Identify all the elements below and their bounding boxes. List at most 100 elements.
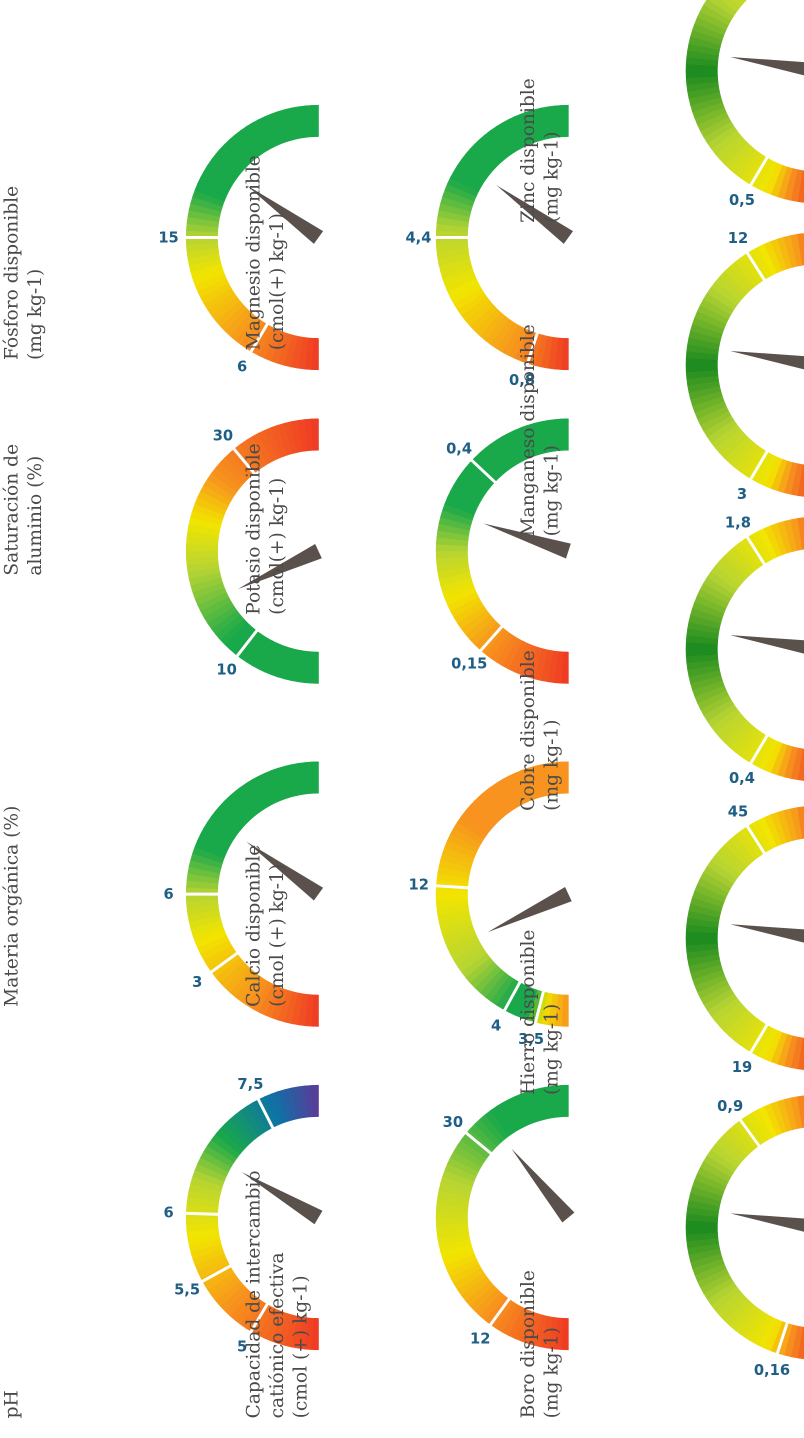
gauge-divider xyxy=(235,628,259,659)
gauge-title: (mg kg-1) xyxy=(25,269,46,360)
gauge-title: (mg kg-1) xyxy=(542,131,563,222)
gauge-title: Materia orgánica (%) xyxy=(2,806,23,1007)
gauge-divider xyxy=(502,980,523,1013)
gauge-band-segment xyxy=(311,104,319,137)
gauge-title: catiónico efectiva xyxy=(267,1252,288,1418)
tick-label: 0,4 xyxy=(446,440,472,457)
gauge-title: (mg kg-1) xyxy=(542,719,563,810)
gauge-divider xyxy=(231,446,257,476)
gauge-divider xyxy=(200,1263,233,1284)
gauge-title: Saturación de xyxy=(2,444,23,576)
gauge-needle xyxy=(730,350,804,373)
gauge-divider xyxy=(209,951,240,975)
gauge-divider xyxy=(775,1320,790,1356)
tick-label: 0,15 xyxy=(451,655,487,672)
gauge-needle xyxy=(246,185,324,244)
gauge-zinc: 0,52,2Zinc disponible(mg kg-1) xyxy=(518,0,804,223)
gauge-title: (cmol(+) kg-1) xyxy=(267,213,288,350)
gauge-needle xyxy=(483,523,571,559)
gauge-band-segment xyxy=(311,1084,319,1117)
tick-label: 19 xyxy=(732,1059,752,1076)
tick-label: 3 xyxy=(737,486,747,503)
gauge-title: aluminio (%) xyxy=(25,456,46,576)
gauge-needle xyxy=(496,185,574,244)
gauge-divider xyxy=(745,250,767,283)
gauge-divider xyxy=(464,1130,494,1156)
tick-label: 7,5 xyxy=(237,1076,263,1093)
gauge-title: Magnesio disponible xyxy=(244,155,265,350)
gauge-band-segment xyxy=(561,761,569,794)
tick-label: 0,9 xyxy=(717,1098,743,1115)
gauge-title: Potasio disponible xyxy=(244,443,265,615)
gauge-title: (cmol (+) kg-1) xyxy=(291,1275,312,1418)
gauge-hierro: 19 45 Hierro disponible (mg kg-1) xyxy=(518,804,804,1095)
gauge-needle xyxy=(730,1213,804,1236)
gauge-needle xyxy=(511,1148,575,1223)
gauge-saturacion-aluminio: 10 30 Saturación de aluminio (%) xyxy=(2,418,322,684)
tick-label: 1,8 xyxy=(725,514,751,531)
gauge-band-segment xyxy=(561,104,569,137)
gauge-title: (mg kg-1) xyxy=(542,445,563,536)
tick-label: 0,8 xyxy=(509,372,535,389)
gauge-divider xyxy=(748,733,770,766)
gauge-magnesio: 0,8 4,4 Magnesio disponible (cmol(+) kg-1) xyxy=(244,104,574,389)
tick-label: 0,4 xyxy=(729,770,755,787)
gauge-boro: 0,16 0,9 Boro disponible (mg kg-1) xyxy=(518,1095,804,1418)
tick-label: 30 xyxy=(213,427,233,444)
tick-label: 30 xyxy=(443,1114,463,1131)
gauge-title: (mg kg-1) xyxy=(542,1004,563,1095)
gauge-divider xyxy=(434,884,470,890)
gauge-title: (mg kg-1) xyxy=(542,1327,563,1418)
tick-label: 12 xyxy=(409,877,429,894)
gauge-divider xyxy=(748,155,770,188)
gauge-divider xyxy=(748,1022,770,1055)
gauge-title: (cmol(+) kg-1) xyxy=(267,478,288,615)
gauge-divider xyxy=(248,1301,270,1334)
gauge-needle xyxy=(730,924,804,946)
gauge-divider xyxy=(525,331,540,366)
gauge-ph: 5 5,5 6 7,5 pH xyxy=(2,1076,323,1418)
gauge-needle xyxy=(730,56,804,79)
gauge-divider xyxy=(256,1097,275,1130)
tick-label: 3 xyxy=(192,974,202,991)
gauge-band-segment xyxy=(797,1095,804,1128)
tick-label: 0,16 xyxy=(754,1362,790,1379)
gauge-cobre: 0,4 1,8 Cobre disponible (mg kg-1) xyxy=(518,514,804,811)
tick-label: 5,5 xyxy=(174,1282,200,1299)
tick-label: 15 xyxy=(158,229,178,246)
gauge-title: Zinc disponible xyxy=(518,78,539,223)
tick-label: 45 xyxy=(728,804,748,821)
gauge-calcio: 3,5 4 12 Calcio disponible (cmol (+) kg-1) xyxy=(244,761,572,1048)
gauge-divider xyxy=(478,624,505,653)
tick-label: 10 xyxy=(216,661,236,678)
gauge-title: Fósforo disponible xyxy=(2,186,23,360)
gauge-title: Manganeso disponible xyxy=(518,324,539,536)
gauge-divider xyxy=(469,458,498,485)
gauge-fosforo: 6 15 Fósforo disponible (mg kg-1) xyxy=(2,104,324,375)
gauge-band-segment xyxy=(311,418,319,451)
gauge-manganeso: 3 12 Manganeso disponible (mg kg-1) xyxy=(518,230,804,536)
tick-label: 0,5 xyxy=(729,192,755,209)
gauge-band-segment xyxy=(797,806,804,839)
gauge-divider xyxy=(248,321,270,354)
tick-label: 12 xyxy=(728,230,748,247)
gauge-title: pH xyxy=(2,1390,23,1418)
gauge-materia-organica: 3 6 Materia orgánica (%) xyxy=(2,761,324,1027)
gauge-cice: 12 30 Capacidad de intercambio catiónico ef… xyxy=(244,1084,575,1418)
tick-label: 6 xyxy=(164,1205,174,1222)
tick-label: 5 xyxy=(237,1338,247,1355)
gauge-title: Cobre disponible xyxy=(518,650,539,811)
gauge-title: Hierro disponible xyxy=(518,930,539,1095)
gauge-band-segment xyxy=(311,761,319,794)
gauge-band-segment xyxy=(797,517,804,550)
gauge-needle xyxy=(241,1172,323,1225)
gauge-needle xyxy=(730,635,804,657)
tick-label: 4 xyxy=(491,1017,501,1034)
gauge-title: Calcio disponible xyxy=(244,845,265,1007)
tick-label: 4,4 xyxy=(405,229,431,246)
gauge-divider xyxy=(745,534,767,567)
tick-label: 6 xyxy=(237,358,247,375)
gauge-divider xyxy=(184,1211,220,1216)
